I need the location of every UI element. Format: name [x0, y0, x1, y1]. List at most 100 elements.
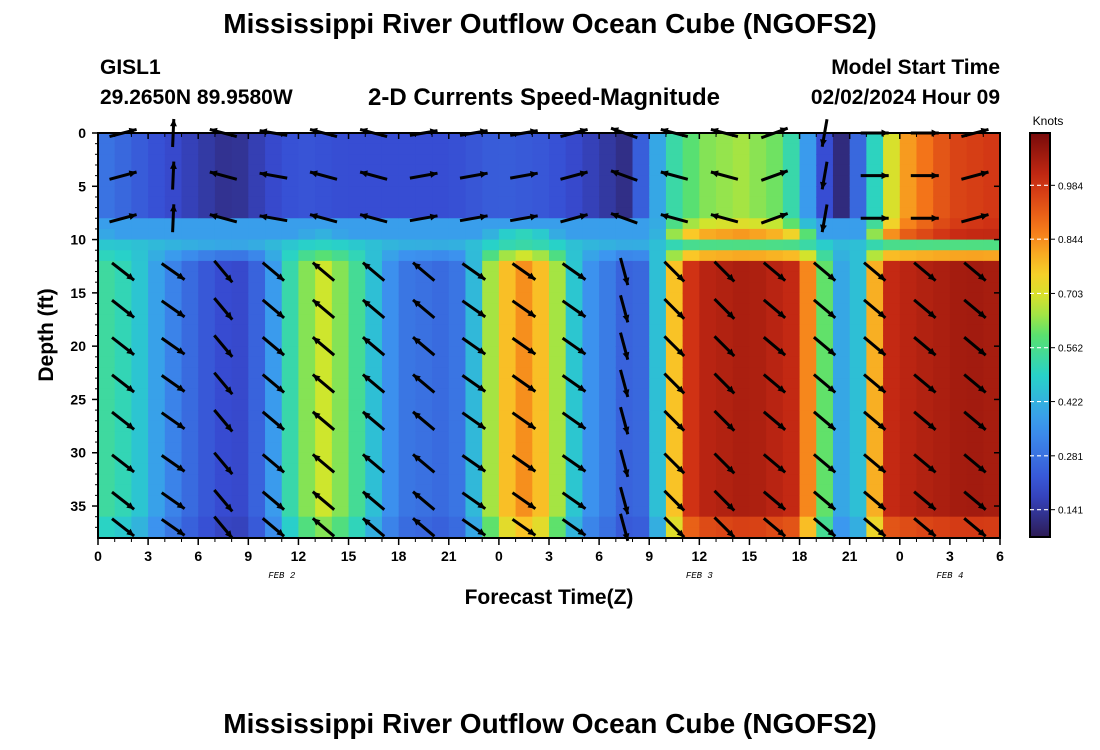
heatmap-cell	[682, 388, 700, 401]
heatmap-cell	[515, 228, 533, 241]
heatmap-cell	[565, 335, 583, 347]
heatmap-cell	[432, 474, 450, 486]
y-tick-label: 0	[78, 125, 86, 141]
heatmap-cell	[832, 367, 851, 379]
heatmap-cell	[348, 314, 366, 326]
heatmap-cell	[949, 324, 968, 337]
heatmap-cell	[398, 207, 416, 219]
heatmap-cell	[214, 218, 233, 230]
heatmap-cell	[114, 186, 132, 198]
heatmap-cell	[749, 239, 767, 251]
heatmap-cell	[482, 292, 500, 305]
heatmap-cell	[98, 431, 116, 443]
heatmap-cell	[465, 207, 483, 219]
heatmap-cell	[365, 186, 383, 198]
heatmap-cell	[549, 463, 567, 475]
heatmap-cell	[348, 175, 366, 187]
heatmap-cell	[933, 133, 951, 145]
heatmap-cell	[766, 292, 784, 305]
heatmap-cell	[665, 463, 684, 475]
heatmap-cell	[315, 292, 333, 305]
heatmap-cell	[682, 495, 700, 507]
heatmap-cell	[432, 378, 450, 390]
current-arrow	[109, 170, 137, 181]
heatmap-cell	[365, 175, 383, 187]
current-arrow	[213, 515, 234, 540]
current-arrow	[610, 169, 638, 182]
heatmap-cell	[549, 250, 567, 262]
heatmap-cell	[265, 474, 283, 486]
heatmap-cell	[181, 186, 199, 198]
heatmap-cell	[331, 484, 350, 496]
heatmap-cell	[381, 367, 400, 379]
heatmap-cell	[549, 442, 567, 454]
heatmap-cell	[716, 506, 734, 518]
heatmap-cell	[699, 378, 717, 390]
heatmap-cell	[98, 410, 116, 422]
heatmap-cell	[732, 431, 751, 443]
heatmap-cell	[799, 314, 817, 326]
heatmap-cell	[599, 324, 617, 337]
heatmap-cell	[849, 442, 867, 454]
heatmap-cell	[432, 516, 450, 528]
current-arrow	[561, 454, 587, 473]
heatmap-cell	[365, 143, 383, 155]
heatmap-cell	[849, 410, 867, 422]
heatmap-cell	[281, 420, 300, 433]
current-arrow	[111, 261, 136, 282]
heatmap-cell	[515, 335, 533, 347]
heatmap-cell	[432, 420, 450, 433]
heatmap-cell	[832, 484, 851, 496]
heatmap-cell	[749, 346, 767, 358]
heatmap-cell	[148, 260, 166, 273]
heatmap-cell	[498, 260, 517, 273]
heatmap-cell	[649, 463, 667, 475]
heatmap-cell	[198, 378, 216, 390]
heatmap-cell	[415, 175, 433, 187]
heatmap-cell	[315, 314, 333, 326]
heatmap-cell	[933, 506, 951, 518]
heatmap-cell	[682, 335, 700, 347]
heatmap-cell	[615, 133, 634, 145]
heatmap-cell	[966, 516, 984, 528]
heatmap-cell	[665, 335, 684, 347]
heatmap-cell	[983, 516, 1001, 528]
current-arrow	[311, 298, 336, 320]
heatmap-cell	[599, 228, 617, 241]
heatmap-cell	[398, 186, 416, 198]
y-tick-label: 20	[70, 338, 86, 354]
heatmap-cell	[816, 292, 834, 305]
heatmap-cell	[549, 346, 567, 358]
heatmap-cell	[498, 367, 517, 379]
heatmap-cell	[949, 420, 968, 433]
heatmap-cell	[732, 175, 751, 187]
heatmap-cell	[198, 452, 216, 464]
heatmap-cell	[482, 164, 500, 177]
heatmap-cell	[816, 250, 834, 262]
heatmap-cell	[148, 228, 166, 241]
heatmap-cell	[114, 196, 132, 209]
heatmap-cell	[816, 431, 834, 443]
heatmap-cell	[549, 154, 567, 166]
heatmap-cell	[415, 484, 433, 496]
heatmap-cell	[214, 292, 233, 305]
heatmap-cell	[782, 186, 801, 198]
heatmap-cell	[331, 495, 350, 507]
current-arrow	[713, 516, 736, 539]
heatmap-cell	[632, 463, 650, 475]
heatmap-cell	[348, 410, 366, 422]
current-arrow	[660, 170, 689, 181]
heatmap-cell	[665, 527, 684, 539]
heatmap-cell	[498, 399, 517, 411]
heatmap-cell	[331, 463, 350, 475]
heatmap-cell	[265, 346, 283, 358]
heatmap-cell	[214, 452, 233, 464]
heatmap-cell	[248, 218, 266, 230]
current-arrow	[560, 170, 588, 181]
heatmap-cell	[933, 260, 951, 273]
heatmap-cell	[365, 410, 383, 422]
heatmap-cell	[498, 250, 517, 262]
heatmap-cell	[766, 420, 784, 433]
heatmap-cell	[632, 133, 650, 145]
current-arrow	[663, 452, 686, 475]
